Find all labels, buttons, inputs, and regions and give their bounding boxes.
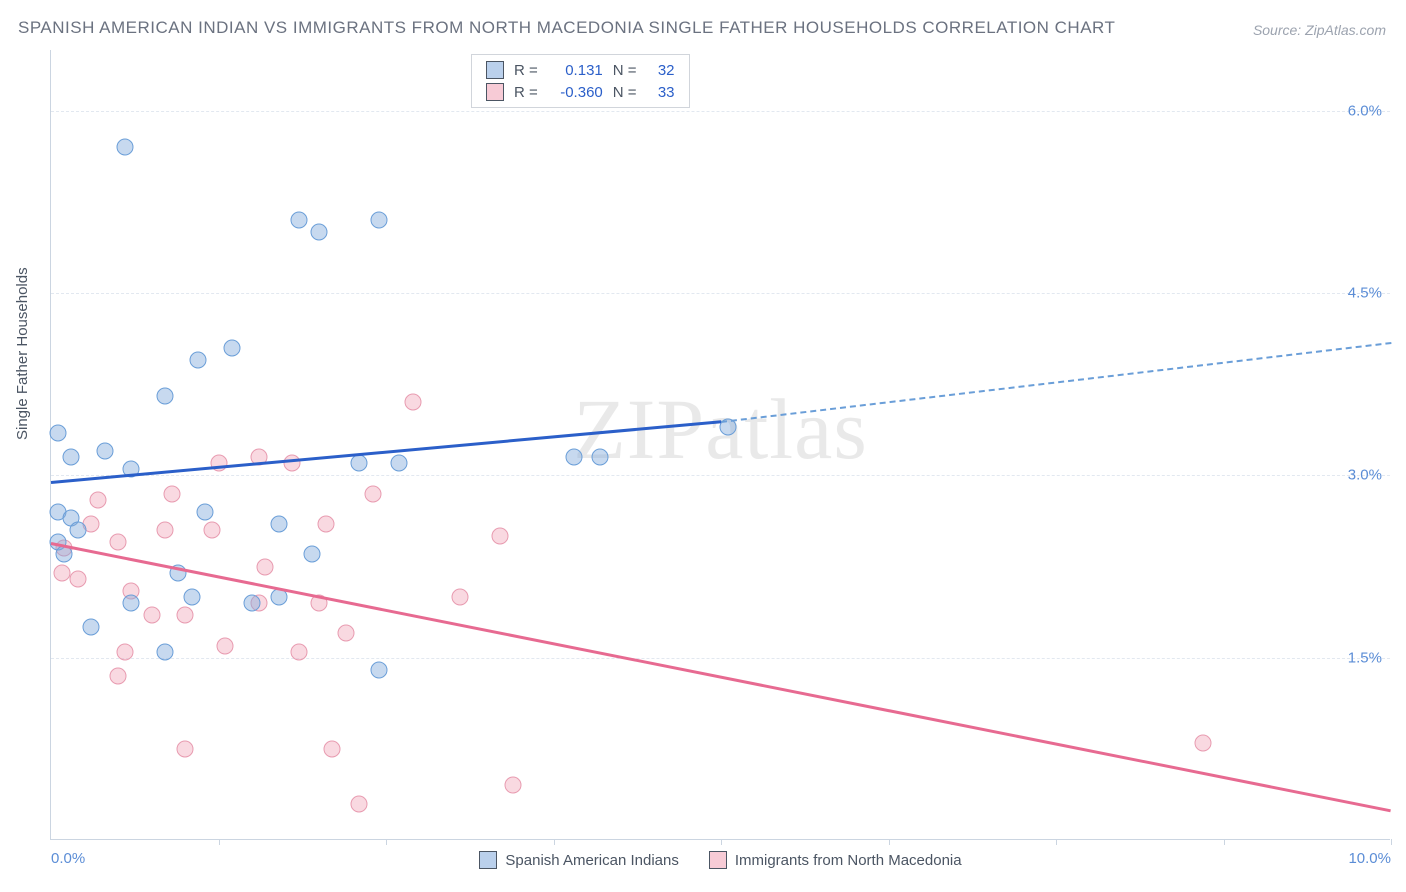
data-point-blue — [63, 449, 80, 466]
data-point-pink — [177, 607, 194, 624]
data-point-blue — [244, 595, 261, 612]
x-tick-label: 10.0% — [1348, 850, 1391, 867]
x-tick-mark — [721, 839, 722, 845]
x-tick-label: 0.0% — [51, 850, 85, 867]
data-point-blue — [183, 588, 200, 605]
x-tick-mark — [1224, 839, 1225, 845]
data-point-pink — [491, 528, 508, 545]
data-point-pink — [364, 485, 381, 502]
data-point-pink — [317, 516, 334, 533]
legend-row: R = 0.131 N = 32 — [472, 59, 689, 81]
y-tick-label: 6.0% — [1348, 102, 1382, 119]
n-value: 32 — [647, 62, 675, 79]
y-tick-label: 1.5% — [1348, 649, 1382, 666]
legend-label: Immigrants from North Macedonia — [735, 852, 962, 869]
data-point-pink — [116, 643, 133, 660]
data-point-blue — [565, 449, 582, 466]
data-point-blue — [223, 339, 240, 356]
n-value: 33 — [647, 84, 675, 101]
data-point-blue — [351, 455, 368, 472]
data-point-blue — [116, 139, 133, 156]
data-point-blue — [311, 224, 328, 241]
data-point-pink — [217, 637, 234, 654]
data-point-blue — [391, 455, 408, 472]
x-tick-mark — [554, 839, 555, 845]
data-point-blue — [156, 388, 173, 405]
y-axis-label: Single Father Households — [14, 267, 31, 440]
data-point-blue — [83, 619, 100, 636]
legend-item: Immigrants from North Macedonia — [709, 851, 962, 869]
chart-title: SPANISH AMERICAN INDIAN VS IMMIGRANTS FR… — [18, 18, 1115, 38]
legend-item: Spanish American Indians — [479, 851, 678, 869]
grid-line — [51, 293, 1390, 294]
y-tick-label: 3.0% — [1348, 467, 1382, 484]
data-point-pink — [110, 667, 127, 684]
data-point-pink — [451, 588, 468, 605]
data-point-pink — [284, 455, 301, 472]
grid-line — [51, 111, 1390, 112]
data-point-pink — [1195, 734, 1212, 751]
data-point-pink — [110, 534, 127, 551]
legend-swatch — [709, 851, 727, 869]
data-point-pink — [156, 522, 173, 539]
data-point-pink — [351, 795, 368, 812]
data-point-blue — [290, 212, 307, 229]
data-point-pink — [53, 564, 70, 581]
correlation-legend: R = 0.131 N = 32 R = -0.360 N = 33 — [471, 54, 690, 108]
data-point-pink — [163, 485, 180, 502]
data-point-blue — [371, 661, 388, 678]
legend-swatch — [479, 851, 497, 869]
data-point-pink — [257, 558, 274, 575]
data-point-blue — [197, 503, 214, 520]
x-tick-mark — [1391, 839, 1392, 845]
data-point-blue — [270, 516, 287, 533]
x-tick-mark — [386, 839, 387, 845]
data-point-blue — [592, 449, 609, 466]
x-tick-mark — [1056, 839, 1057, 845]
legend-swatch — [486, 83, 504, 101]
x-tick-mark — [889, 839, 890, 845]
n-label: N = — [613, 84, 637, 101]
legend-label: Spanish American Indians — [505, 852, 678, 869]
data-point-pink — [324, 740, 341, 757]
data-point-pink — [290, 643, 307, 660]
data-point-pink — [337, 625, 354, 642]
trend-line — [51, 542, 1392, 812]
x-tick-mark — [219, 839, 220, 845]
series-legend: Spanish American Indians Immigrants from … — [51, 851, 1390, 869]
trend-line — [721, 342, 1391, 423]
data-point-blue — [69, 522, 86, 539]
data-point-blue — [96, 443, 113, 460]
r-label: R = — [514, 84, 538, 101]
data-point-blue — [190, 351, 207, 368]
legend-swatch — [486, 61, 504, 79]
data-point-blue — [304, 546, 321, 563]
data-point-blue — [156, 643, 173, 660]
data-point-pink — [89, 491, 106, 508]
data-point-pink — [404, 394, 421, 411]
data-point-pink — [177, 740, 194, 757]
grid-line — [51, 475, 1390, 476]
data-point-pink — [69, 570, 86, 587]
n-label: N = — [613, 62, 637, 79]
grid-line — [51, 658, 1390, 659]
data-point-blue — [371, 212, 388, 229]
y-tick-label: 4.5% — [1348, 285, 1382, 302]
r-value: 0.131 — [548, 62, 603, 79]
chart-container: SPANISH AMERICAN INDIAN VS IMMIGRANTS FR… — [0, 0, 1406, 892]
r-label: R = — [514, 62, 538, 79]
r-value: -0.360 — [548, 84, 603, 101]
data-point-pink — [505, 777, 522, 794]
source-label: Source: ZipAtlas.com — [1253, 22, 1386, 38]
plot-area: ZIPatlas R =0.131N =32R =-0.360N =33 Spa… — [50, 50, 1390, 840]
legend-row: R = -0.360 N = 33 — [472, 81, 689, 103]
data-point-pink — [203, 522, 220, 539]
data-point-pink — [143, 607, 160, 624]
data-point-blue — [49, 424, 66, 441]
data-point-blue — [123, 595, 140, 612]
